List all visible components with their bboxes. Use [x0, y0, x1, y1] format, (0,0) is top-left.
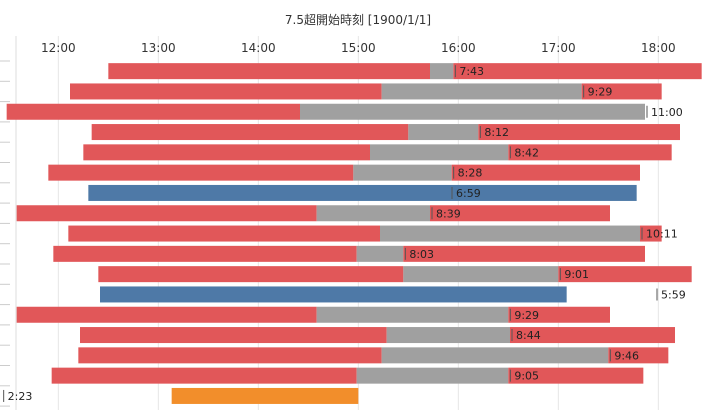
bar-segment-red	[640, 225, 662, 242]
bar-segment-red	[51, 367, 357, 384]
gantt-row	[6, 103, 645, 120]
gantt-row	[91, 124, 680, 141]
bar-segment-red	[451, 164, 640, 181]
bar-segment-red	[510, 327, 675, 344]
bar-segment-red	[53, 245, 357, 262]
gantt-row	[88, 184, 637, 201]
bar-label: 11:00	[651, 106, 683, 119]
bar-segment-red	[78, 347, 382, 364]
x-tick-label: 12:00	[41, 41, 76, 55]
gantt-row	[16, 205, 610, 222]
x-tick-label: 14:00	[241, 41, 276, 55]
gantt-row	[70, 83, 662, 100]
bar-segment-blue	[88, 184, 637, 201]
bar-label: 8:28	[458, 167, 483, 180]
bar-segment-blue	[100, 286, 567, 303]
bar-segment-red	[91, 124, 409, 141]
bar-segment-red	[80, 327, 387, 344]
bar-labels: 7:43 9:29 11:00 8:12 8:42 8:28 6:59 8:39 10:11 8:…	[3, 65, 686, 403]
gantt-row	[80, 327, 675, 344]
bar-segment-gray	[381, 83, 582, 100]
bar-segment-red	[108, 63, 430, 80]
bar-segment-red	[83, 144, 370, 161]
bars	[6, 63, 702, 404]
row-lines	[0, 60, 10, 407]
gantt-row	[78, 347, 669, 364]
x-tick-label: 17:00	[541, 41, 576, 55]
bar-label: 8:44	[516, 329, 541, 342]
bar-segment-gray	[356, 245, 404, 262]
bar-label: 9:29	[588, 85, 613, 98]
bar-segment-red	[508, 306, 610, 323]
gantt-row	[171, 387, 359, 404]
bar-segment-red	[16, 306, 317, 323]
bar-segment-red	[508, 144, 672, 161]
bar-segment-gray	[430, 63, 454, 80]
bar-segment-gray	[381, 347, 609, 364]
bar-segment-red	[430, 205, 610, 222]
bar-segment-gray	[316, 306, 509, 323]
gantt-row	[83, 144, 672, 161]
bar-segment-gray	[408, 124, 479, 141]
x-tick-label: 13:00	[141, 41, 176, 55]
bar-segment-red	[16, 205, 317, 222]
bar-segment-gray	[380, 225, 640, 242]
bar-segment-red	[98, 266, 404, 283]
bar-label: 9:46	[614, 349, 639, 362]
bar-segment-red	[403, 245, 645, 262]
bar-label: 9:05	[514, 370, 539, 383]
bar-segment-red	[558, 266, 692, 283]
gantt-row	[51, 367, 644, 384]
gantt-row	[108, 63, 702, 80]
bar-segment-red	[68, 225, 380, 242]
bar-segment-gray	[370, 144, 509, 161]
gantt-row	[16, 306, 610, 323]
chart-title: 7.5超開始時刻 [1900/1/1]	[285, 12, 431, 27]
bar-segment-red	[6, 103, 301, 120]
bar-label: 9:29	[514, 309, 539, 322]
bar-segment-red	[453, 63, 702, 80]
bar-label: 8:42	[514, 146, 539, 159]
bar-label: 6:59	[456, 187, 481, 200]
bar-segment-gray	[353, 164, 452, 181]
bar-segment-gray	[316, 205, 430, 222]
bar-segment-red	[478, 124, 680, 141]
gantt-row	[98, 266, 692, 283]
bar-segment-gray	[356, 367, 509, 384]
x-tick-label: 16:00	[441, 41, 476, 55]
x-tick-label: 15:00	[341, 41, 376, 55]
bar-segment-red	[608, 347, 669, 364]
bar-label: 9:01	[564, 268, 589, 281]
bar-segment-red	[70, 83, 382, 100]
bar-label: 8:03	[409, 248, 434, 261]
bar-label: 8:12	[484, 126, 509, 139]
x-tick-label: 18:00	[641, 41, 676, 55]
gantt-row	[100, 286, 567, 303]
bar-segment-gray	[403, 266, 559, 283]
bar-label: 10:11	[646, 228, 678, 241]
bar-segment-gray	[300, 103, 645, 120]
x-axis-ticks: 12:00 13:00 14:00 15:00 16:00 17:00 18:00	[41, 41, 676, 55]
gantt-row	[48, 164, 640, 181]
bar-label: 2:23	[8, 390, 33, 403]
bar-label: 5:59	[661, 288, 686, 301]
bar-label: 7:43	[459, 65, 484, 78]
bar-label: 8:39	[436, 207, 461, 220]
gantt-row	[68, 225, 662, 242]
gantt-row	[53, 245, 645, 262]
bar-segment-gray	[386, 327, 510, 344]
bar-segment-red	[581, 83, 662, 100]
bar-segment-orange	[171, 387, 359, 404]
bar-segment-red	[48, 164, 354, 181]
bar-segment-red	[508, 367, 644, 384]
